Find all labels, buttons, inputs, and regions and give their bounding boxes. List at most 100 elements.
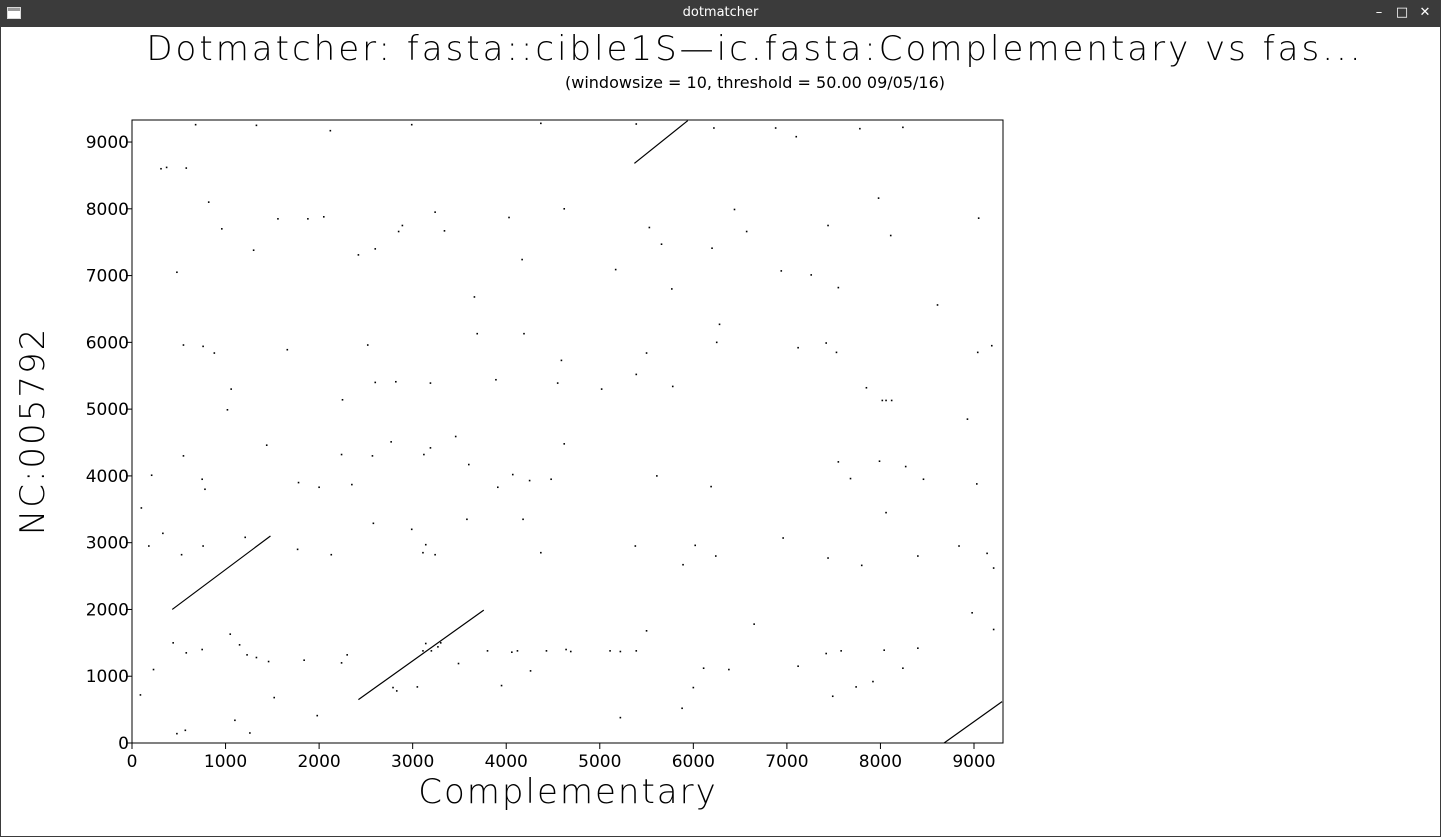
match-point [238, 644, 241, 646]
match-point [521, 258, 523, 261]
match-point [374, 381, 377, 384]
match-point [184, 729, 187, 732]
match-point [733, 208, 736, 211]
minimize-button[interactable]: – [1375, 5, 1383, 20]
match-point [645, 630, 648, 632]
match-point [714, 555, 717, 557]
match-point [860, 564, 863, 567]
match-point [162, 532, 164, 535]
match-point [486, 650, 489, 652]
match-point [182, 455, 185, 457]
match-point [201, 648, 203, 651]
match-point [878, 460, 881, 463]
match-point [351, 483, 353, 486]
match-point [713, 127, 715, 129]
match-point [140, 507, 143, 509]
match-point [976, 351, 979, 354]
match-point [443, 230, 446, 232]
match-point [497, 486, 499, 489]
match-point [780, 270, 783, 272]
match-point [221, 228, 223, 230]
match-point [569, 650, 572, 653]
match-point [180, 553, 183, 556]
window-titlebar: dotmatcher – □ ✕ [0, 0, 1441, 27]
match-point [454, 435, 457, 438]
match-point [810, 274, 813, 276]
match-point [410, 123, 413, 126]
match-point [976, 483, 978, 485]
match-point [990, 344, 993, 347]
match-point [881, 399, 884, 402]
match-point [872, 680, 874, 683]
match-point [213, 352, 216, 354]
match-point [936, 304, 939, 306]
match-point [366, 344, 369, 346]
match-point [883, 649, 885, 651]
match-point [556, 382, 559, 384]
match-point [346, 654, 348, 656]
match-point [563, 208, 566, 210]
match-point [341, 398, 344, 401]
match-point [316, 714, 319, 717]
match-point [423, 453, 425, 456]
match-point [831, 695, 834, 698]
match-point [466, 518, 468, 521]
match-point [340, 453, 343, 456]
match-point [410, 528, 413, 531]
match-point [194, 123, 197, 126]
match-point [511, 651, 513, 653]
match-point [835, 351, 838, 354]
match-point [635, 650, 638, 652]
y-axis-label: NC:005792 [13, 327, 53, 535]
y-tick-label: 1000 [86, 667, 129, 687]
match-point [330, 553, 333, 556]
match-point [540, 551, 542, 554]
match-point [500, 684, 503, 687]
x-axis: 0 1000 2000 3000 4000 5000 6000 7000 8000 9000 [127, 743, 996, 772]
match-point [645, 352, 648, 354]
match-point [516, 650, 519, 652]
match-point [185, 167, 188, 169]
y-tick-label: 0 [118, 734, 129, 754]
match-point [728, 668, 730, 671]
match-point [340, 662, 343, 664]
plot-area [131, 119, 1004, 744]
match-point [825, 342, 827, 344]
match-point [917, 555, 919, 557]
match-point [560, 359, 563, 362]
x-tick-label: 8000 [859, 752, 902, 772]
match-point [827, 557, 829, 559]
match-point [297, 481, 300, 484]
match-point [229, 633, 232, 635]
match-point [252, 249, 255, 252]
match-point [230, 388, 232, 390]
match-point [267, 660, 270, 663]
match-point [837, 461, 840, 463]
match-point [922, 478, 925, 481]
match-point [682, 563, 684, 566]
match-point [782, 537, 784, 539]
match-point [139, 694, 142, 696]
match-point [244, 536, 247, 539]
match-point [660, 243, 663, 245]
x-tick-label: 5000 [578, 752, 621, 772]
match-point [322, 216, 325, 218]
match-point [745, 230, 748, 233]
match-point [508, 216, 510, 219]
match-point [307, 218, 309, 220]
diagonal-segment [171, 535, 271, 610]
match-points [139, 122, 995, 735]
match-point [600, 388, 603, 390]
maximize-button[interactable]: □ [1395, 5, 1409, 20]
match-point [249, 732, 251, 734]
match-point [885, 511, 887, 514]
match-point [889, 234, 892, 237]
close-button[interactable]: ✕ [1419, 5, 1431, 20]
match-point [429, 382, 432, 384]
match-point [395, 690, 398, 692]
match-point [774, 127, 777, 129]
match-point [150, 474, 153, 477]
match-point [849, 477, 852, 480]
match-point [825, 652, 827, 655]
match-point [902, 126, 904, 129]
